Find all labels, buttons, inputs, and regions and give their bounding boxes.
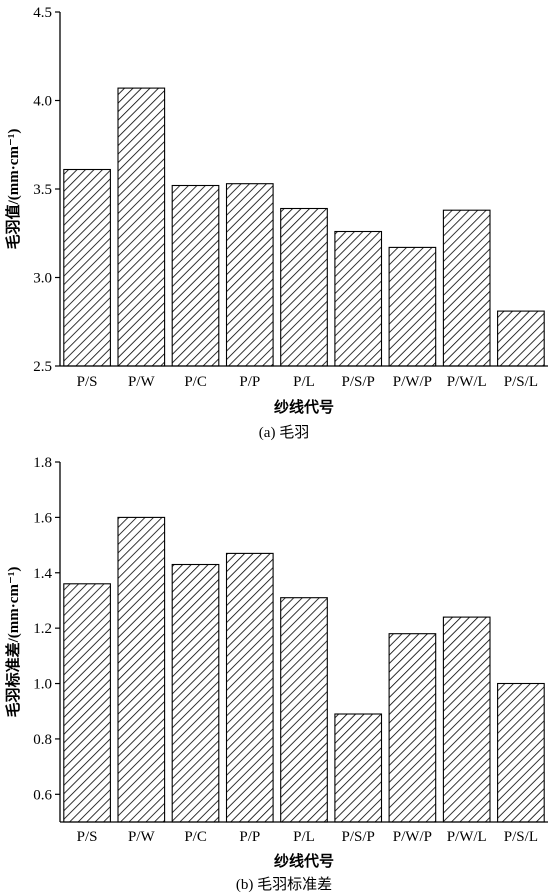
y-tick-label: 0.8 — [33, 732, 52, 748]
x-tick-label: P/S — [77, 829, 98, 845]
bar-p-s — [63, 168, 111, 367]
bar-p-w-p — [388, 246, 437, 367]
x-axis-ticks: P/S P/W P/C P/P P/L P/S/P P/W/P P/W/L P/S/L — [77, 829, 538, 845]
y-tick-label: 1.2 — [33, 621, 52, 637]
bars — [63, 87, 545, 367]
y-tick-label: 0.6 — [33, 787, 52, 803]
x-tick-label: P/S/P — [342, 374, 375, 390]
y-axis-label: 毛羽标准差/(mm·cm⁻¹) — [4, 567, 22, 718]
x-tick-label: P/S/P — [342, 829, 375, 845]
bar-p-w-l — [442, 616, 491, 823]
y-tick-label: 1.6 — [33, 510, 52, 526]
y-axis-ticks: 2.5 3.0 3.5 4.0 4.5 — [33, 5, 60, 375]
x-tick-label: P/P — [239, 829, 260, 845]
bar-p-s-p — [334, 230, 383, 367]
bar-p-p — [225, 552, 274, 823]
x-tick-label: P/W/P — [393, 374, 432, 390]
bar-p-w — [117, 87, 166, 367]
x-tick-label: P/W/L — [447, 829, 487, 845]
x-tick-label: P/S/L — [504, 829, 538, 845]
bar-p-c — [171, 184, 220, 367]
bar-p-s-p — [334, 713, 383, 823]
x-tick-label: P/S/L — [504, 374, 538, 390]
y-tick-label: 1.8 — [33, 455, 52, 471]
x-tick-label: P/W — [128, 829, 156, 845]
bar-p-w-p — [388, 633, 437, 823]
y-axis-label: 毛羽值/(mm·cm⁻¹) — [4, 129, 22, 250]
x-tick-label: P/W — [128, 374, 156, 390]
x-tick-label: P/C — [184, 374, 207, 390]
x-tick-label: P/L — [293, 374, 315, 390]
x-tick-label: P/C — [184, 829, 207, 845]
y-tick-label: 3.5 — [33, 182, 52, 198]
bars — [63, 516, 545, 823]
y-axis-ticks: 0.6 0.8 1.0 1.2 1.4 1.6 1.8 — [33, 455, 60, 803]
bar-p-w-l — [442, 209, 491, 367]
bar-p-s-l — [497, 310, 545, 367]
y-tick-label: 4.0 — [33, 94, 52, 110]
bar-p-p — [225, 183, 274, 367]
bar-p-s — [63, 583, 111, 823]
y-tick-label: 1.0 — [33, 677, 52, 693]
y-tick-label: 4.5 — [33, 5, 52, 21]
x-tick-label: P/W/P — [393, 829, 432, 845]
y-tick-label: 2.5 — [33, 359, 52, 375]
bar-p-s-l — [497, 682, 545, 823]
x-tick-label: P/L — [293, 829, 315, 845]
bar-p-w — [117, 516, 166, 823]
y-tick-label: 3.0 — [33, 271, 52, 287]
chart-hairiness: 2.5 3.0 3.5 4.0 4.5 P/S P/W P/C P/P P/L P/S/P P/W/… — [4, 5, 548, 441]
x-tick-label: P/S — [77, 374, 98, 390]
x-axis-label: 纱线代号 — [274, 398, 334, 416]
chart-caption: (a) 毛羽 — [259, 424, 309, 441]
chart-hairiness-std: 0.60.81.01.21.41.61.8 P/S P/W P/C P/P P/L P/S… — [4, 455, 548, 893]
bar-p-l — [280, 207, 328, 367]
bar-p-c — [171, 563, 220, 823]
chart-caption: (b) 毛羽标准差 — [236, 876, 332, 893]
x-tick-label: P/P — [239, 374, 260, 390]
x-axis-ticks: P/S P/W P/C P/P P/L P/S/P P/W/P P/W/L P/S/L — [77, 374, 538, 390]
x-tick-label: P/W/L — [447, 374, 487, 390]
y-tick-label: 1.4 — [33, 566, 52, 582]
bar-p-l — [280, 597, 328, 823]
x-axis-label: 纱线代号 — [274, 852, 334, 870]
